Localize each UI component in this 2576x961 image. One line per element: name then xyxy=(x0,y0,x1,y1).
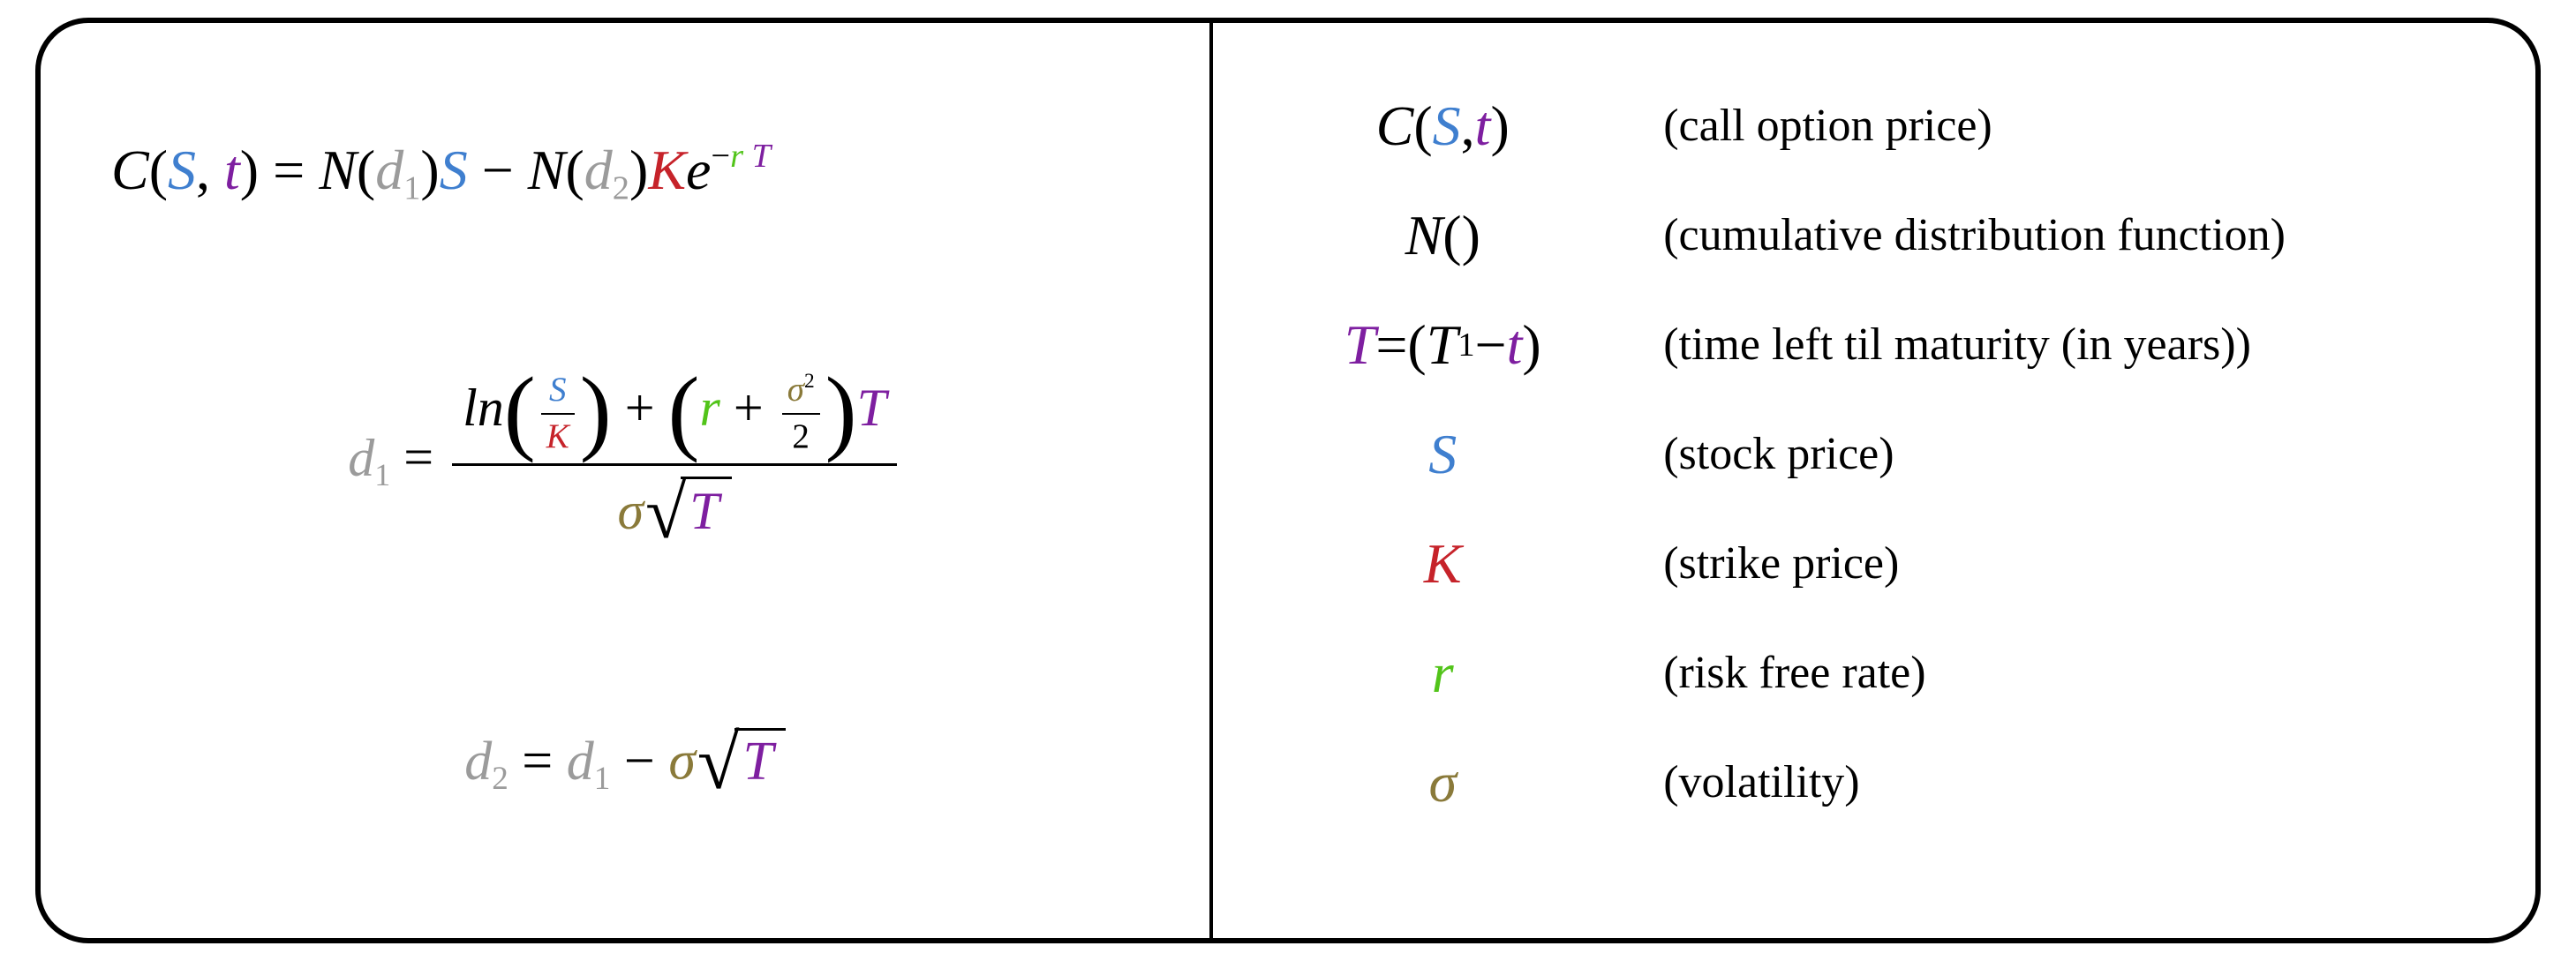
legend-panel: C(S, t) N( ) T = (T1 − t) S K r σ (call … xyxy=(1213,23,2535,938)
sym-K: K xyxy=(648,139,686,201)
legend-desc-K: (strike price) xyxy=(1663,522,1899,606)
legend-sym-N: N( ) xyxy=(1405,193,1480,278)
sym-S: S xyxy=(168,139,196,201)
legend-desc-r: (risk free rate) xyxy=(1663,631,1925,716)
sym-t: t xyxy=(224,139,240,201)
sym-N: N xyxy=(528,139,566,201)
d1-numerator: ln(SK) + (r + σ22)T xyxy=(452,364,897,466)
legend-desc-N: (cumulative distribution function) xyxy=(1663,193,2286,278)
sym-e: e xyxy=(686,139,711,201)
d1-denominator: σ√T xyxy=(452,466,897,562)
legend-desc-T: (time left til maturity (in years)) xyxy=(1663,303,2251,387)
legend-desc-C: (call option price) xyxy=(1663,84,1992,169)
equation-call-price: C(S, t) = N(d1)S − N(d2)Ke−r T xyxy=(111,137,771,207)
sym-d2: d2 xyxy=(584,139,629,201)
formula-frame: C(S, t) = N(d1)S − N(d2)Ke−r T d1 = ln(S… xyxy=(35,18,2541,943)
sym-d1: d1 xyxy=(348,429,390,487)
legend-sym-sigma: σ xyxy=(1428,740,1457,825)
exp-minus-rT: −r T xyxy=(711,138,771,175)
legend-sym-C: C(S, t) xyxy=(1376,84,1510,169)
legend-desc-S: (stock price) xyxy=(1663,412,1894,497)
sym-d2: d2 xyxy=(464,732,508,792)
sym-S: S xyxy=(440,139,468,201)
equation-d2: d2 = d1 − σ√T xyxy=(464,718,786,807)
equation-d1: d1 = ln(SK) + (r + σ22)T σ√T xyxy=(348,364,902,562)
legend-sym-T: T = (T1 − t) xyxy=(1344,303,1541,387)
equations-panel: C(S, t) = N(d1)S − N(d2)Ke−r T d1 = ln(S… xyxy=(41,23,1213,938)
legend-sym-K: K xyxy=(1424,522,1462,606)
legend-sym-S: S xyxy=(1428,412,1457,497)
legend-descs-col: (call option price) (cumulative distribu… xyxy=(1637,84,2500,825)
legend-desc-sigma: (volatility) xyxy=(1663,740,1859,825)
sym-N: N xyxy=(319,139,357,201)
legend-sym-r: r xyxy=(1432,631,1454,716)
sym-d1: d1 xyxy=(567,732,611,792)
sym-d1: d1 xyxy=(375,139,420,201)
d1-fraction: ln(SK) + (r + σ22)T σ√T xyxy=(452,364,897,562)
legend-symbols-col: C(S, t) N( ) T = (T1 − t) S K r σ xyxy=(1248,84,1637,825)
sym-C: C xyxy=(111,139,149,201)
